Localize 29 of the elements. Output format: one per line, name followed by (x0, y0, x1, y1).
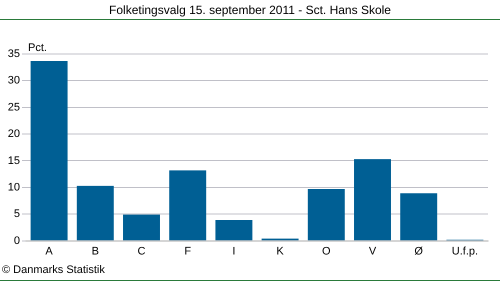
bar (76, 186, 114, 240)
chart-title: Folketingsvalg 15. september 2011 - Sct. Hans Skole (0, 0, 500, 20)
y-tick-label: 20 (8, 128, 20, 140)
y-tick-label: 0 (14, 234, 20, 247)
y-tick-label: 5 (14, 208, 20, 220)
x-tick-label: K (276, 245, 284, 258)
bar (169, 170, 206, 240)
x-tick-label: B (92, 245, 99, 258)
x-tick-label: I (232, 245, 236, 258)
bar (400, 193, 438, 240)
x-tick-label: Ø (414, 245, 424, 258)
bar (354, 159, 391, 240)
text: © Danmarks Statistik (2, 264, 105, 276)
y-axis-title: Pct. (28, 42, 47, 54)
bar (123, 214, 160, 240)
bar (30, 60, 68, 240)
x-tick-label: U.f.p. (452, 245, 478, 258)
x-tick-label: O (322, 245, 332, 258)
x-tick-label: C (138, 245, 146, 258)
x-tick-label: F (184, 245, 192, 258)
x-tick-label: V (368, 245, 377, 258)
y-tick-label: 30 (8, 74, 20, 87)
y-tick-label: 35 (8, 48, 20, 60)
bar (308, 189, 345, 240)
x-tick-label: A (45, 245, 54, 258)
y-tick-label: 15 (8, 154, 20, 167)
y-tick-label: 10 (8, 181, 20, 194)
bar (215, 220, 252, 240)
y-tick-label: 25 (8, 101, 20, 114)
